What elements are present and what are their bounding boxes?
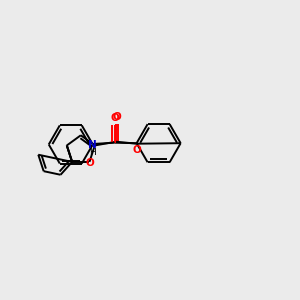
Text: O: O — [133, 145, 142, 155]
Text: O: O — [111, 113, 119, 123]
Text: O: O — [112, 112, 121, 122]
Text: O: O — [85, 158, 94, 168]
Text: H: H — [89, 148, 96, 157]
Text: N: N — [88, 140, 97, 150]
